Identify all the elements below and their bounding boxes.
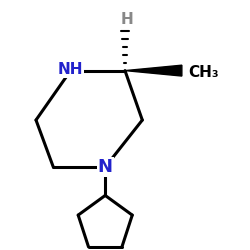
Text: CH₃: CH₃ <box>188 65 219 80</box>
Text: NH: NH <box>58 62 83 77</box>
Text: N: N <box>98 158 113 176</box>
Polygon shape <box>125 65 182 76</box>
Text: H: H <box>121 12 134 27</box>
